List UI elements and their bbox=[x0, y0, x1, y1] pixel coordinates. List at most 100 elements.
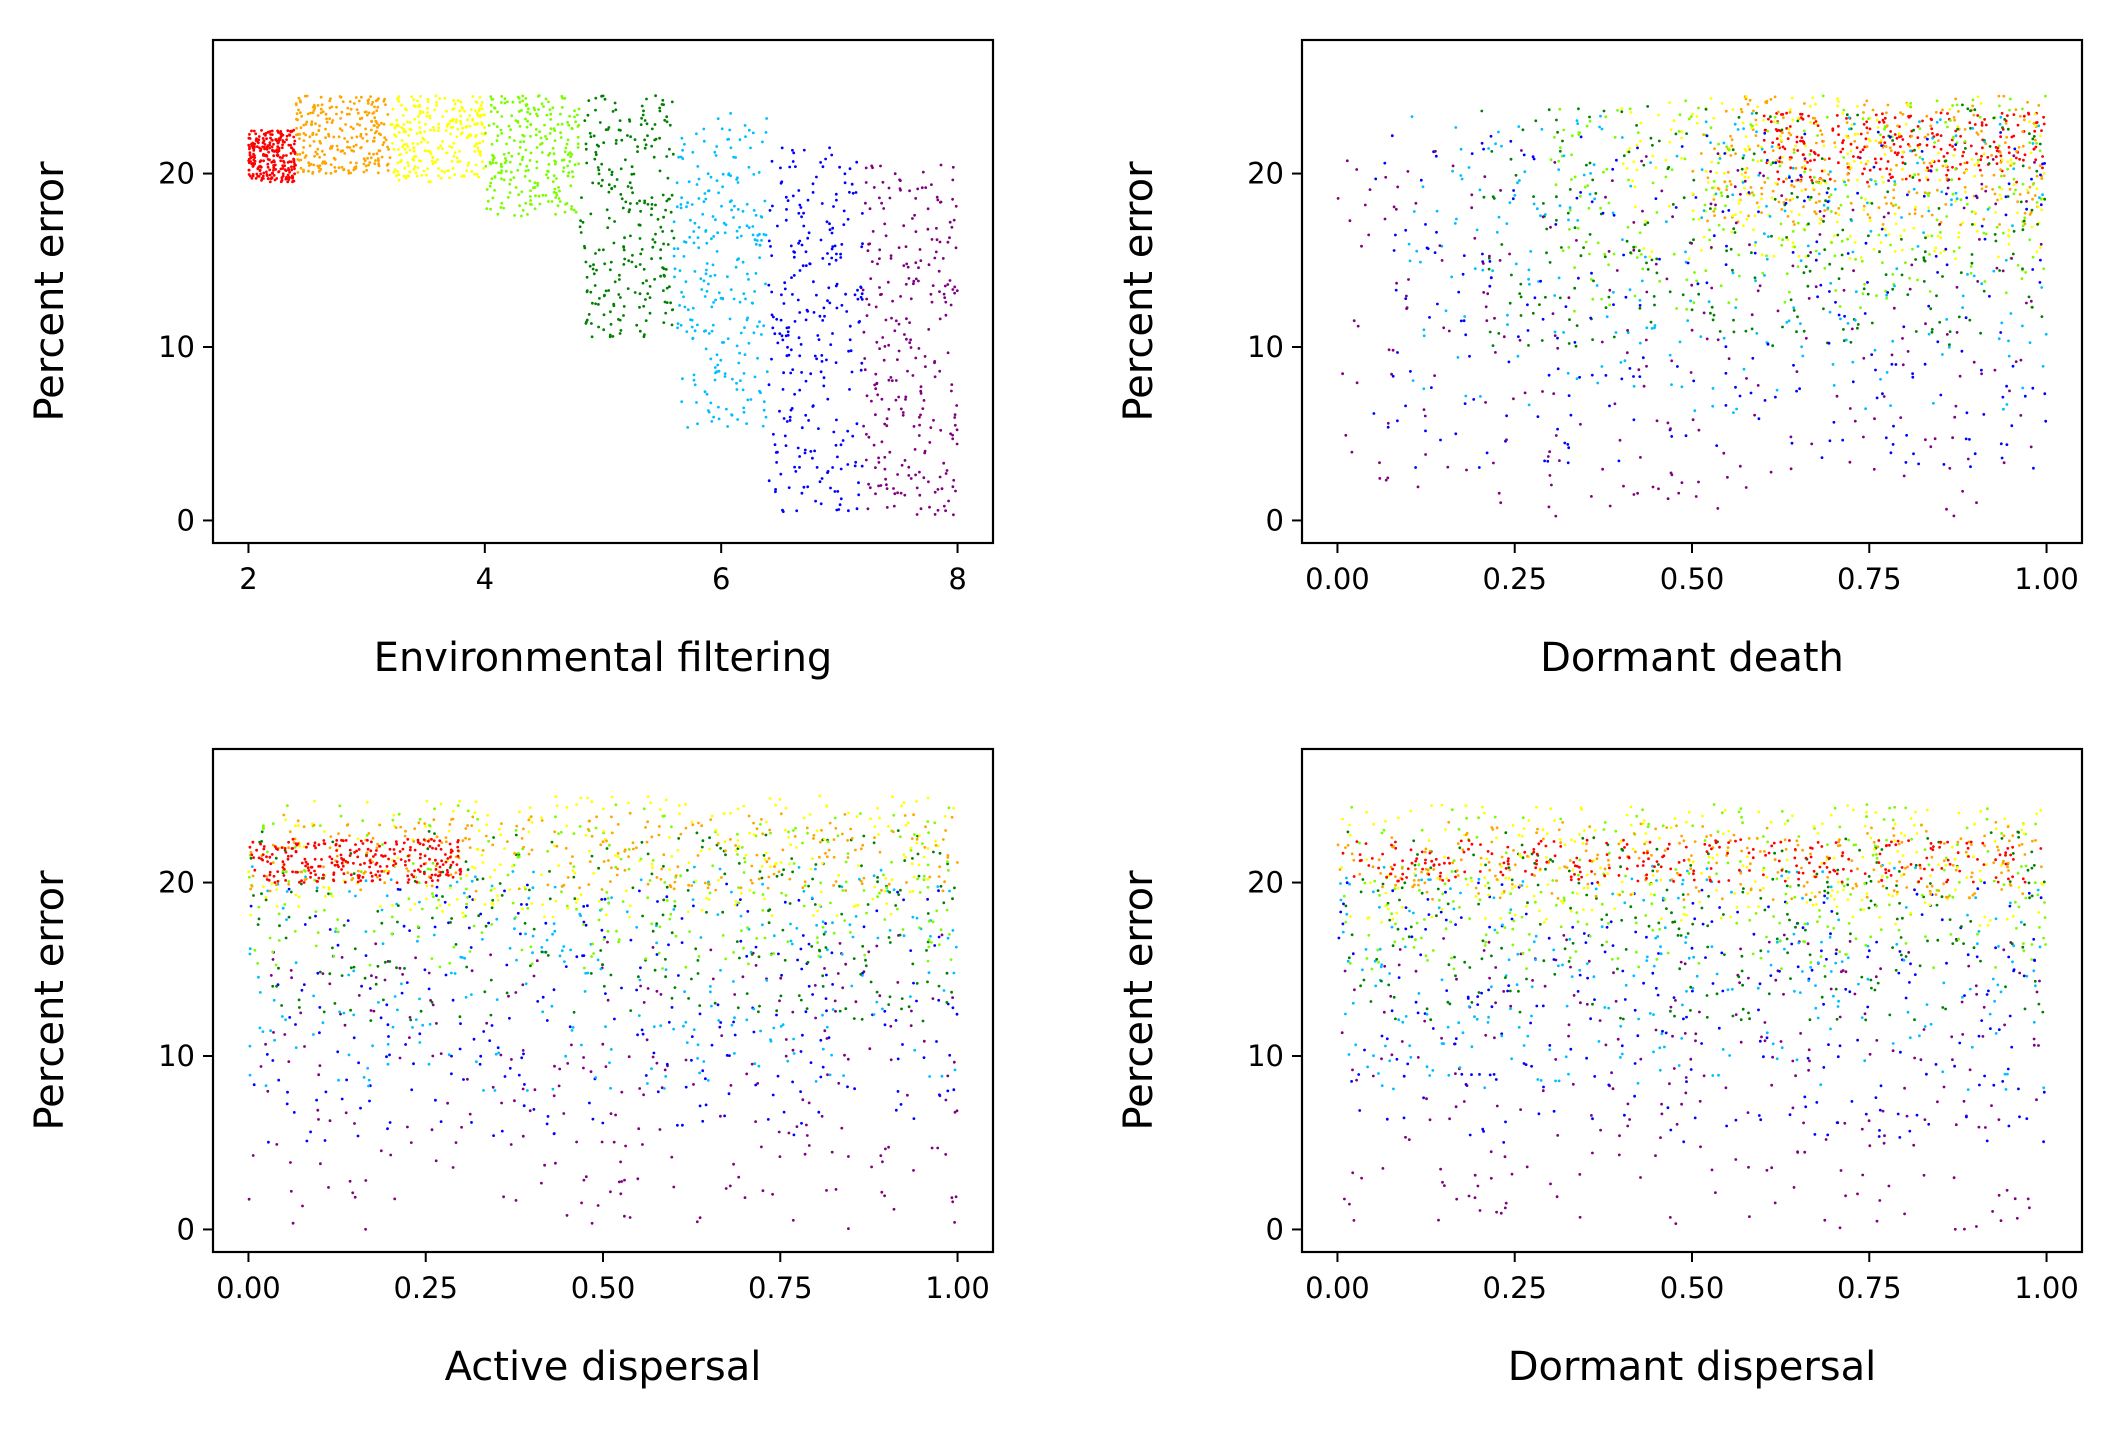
data-point bbox=[811, 191, 815, 194]
data-point bbox=[946, 936, 950, 940]
data-point bbox=[1934, 110, 1938, 114]
data-point bbox=[927, 328, 931, 331]
data-point bbox=[1995, 225, 1999, 229]
data-point bbox=[1641, 267, 1645, 271]
data-point bbox=[1569, 209, 1572, 212]
data-point bbox=[451, 998, 455, 1002]
data-point bbox=[413, 165, 417, 169]
data-point bbox=[526, 883, 529, 887]
data-point bbox=[609, 1048, 613, 1051]
data-point bbox=[1481, 262, 1485, 265]
data-point bbox=[1704, 120, 1708, 124]
data-point bbox=[878, 286, 881, 289]
data-point bbox=[292, 128, 296, 132]
data-point bbox=[491, 1085, 495, 1089]
data-point bbox=[1644, 255, 1647, 259]
data-point bbox=[1487, 147, 1490, 150]
data-point bbox=[1999, 160, 2003, 164]
data-point bbox=[607, 289, 611, 292]
data-point bbox=[1900, 155, 1904, 159]
data-point bbox=[2012, 154, 2016, 158]
data-point bbox=[1983, 118, 1986, 121]
data-point bbox=[803, 1152, 807, 1156]
data-point bbox=[535, 146, 539, 149]
data-point bbox=[802, 485, 806, 489]
x-tick-label: 1.00 bbox=[2014, 562, 2079, 596]
data-point bbox=[1936, 340, 1940, 344]
data-point bbox=[364, 879, 368, 883]
data-point bbox=[559, 112, 562, 116]
data-point bbox=[573, 109, 576, 113]
data-point bbox=[831, 226, 835, 230]
data-point bbox=[1500, 243, 1504, 246]
data-point bbox=[1808, 121, 1812, 124]
data-point bbox=[2007, 354, 2011, 358]
data-point bbox=[629, 135, 632, 139]
data-point bbox=[1916, 161, 1919, 165]
data-point bbox=[1709, 170, 1712, 173]
data-point bbox=[613, 280, 617, 284]
data-point bbox=[922, 1039, 926, 1043]
data-point bbox=[955, 442, 959, 446]
data-point bbox=[1612, 252, 1616, 256]
data-point bbox=[386, 113, 390, 116]
data-point bbox=[734, 156, 737, 159]
series-points bbox=[861, 163, 959, 517]
data-point bbox=[633, 138, 637, 142]
data-point bbox=[864, 201, 867, 205]
data-point bbox=[805, 1123, 808, 1127]
data-point bbox=[1993, 233, 1997, 236]
data-point bbox=[403, 147, 407, 151]
data-point bbox=[526, 110, 529, 114]
data-point bbox=[1562, 128, 1566, 132]
data-point bbox=[871, 230, 875, 233]
data-point bbox=[860, 292, 864, 296]
data-point bbox=[672, 1185, 676, 1189]
data-point bbox=[950, 225, 954, 229]
data-point bbox=[1965, 161, 1969, 165]
data-point bbox=[564, 965, 568, 968]
data-point bbox=[798, 203, 802, 207]
data-point bbox=[1866, 159, 1870, 163]
data-point bbox=[1865, 126, 1869, 130]
data-point bbox=[905, 317, 908, 321]
data-point bbox=[1997, 337, 2001, 341]
data-point bbox=[1757, 210, 1760, 214]
data-point bbox=[328, 117, 331, 120]
data-point bbox=[633, 291, 637, 294]
data-point bbox=[1923, 191, 1927, 195]
data-point bbox=[697, 226, 701, 229]
data-point bbox=[822, 384, 826, 388]
data-point bbox=[272, 169, 275, 172]
data-point bbox=[1841, 112, 1845, 115]
data-point bbox=[744, 297, 747, 301]
data-point bbox=[516, 168, 520, 172]
data-point bbox=[1790, 192, 1794, 195]
data-point bbox=[452, 141, 456, 145]
data-point bbox=[1846, 322, 1850, 325]
data-point bbox=[741, 209, 745, 213]
data-point bbox=[2018, 193, 2022, 196]
data-point bbox=[664, 311, 668, 315]
data-point bbox=[558, 1067, 562, 1071]
data-point bbox=[1792, 306, 1796, 310]
data-point bbox=[951, 1006, 955, 1010]
data-point bbox=[2023, 216, 2027, 220]
data-point bbox=[1965, 202, 1969, 206]
data-point bbox=[1836, 233, 1840, 237]
data-point bbox=[1463, 315, 1467, 318]
data-point bbox=[1763, 128, 1767, 132]
data-point bbox=[1892, 196, 1896, 200]
data-point bbox=[584, 260, 588, 264]
data-point bbox=[1416, 485, 1420, 489]
data-point bbox=[509, 1143, 513, 1146]
data-point bbox=[435, 1022, 438, 1025]
data-point bbox=[782, 302, 786, 305]
data-point bbox=[1795, 389, 1798, 393]
data-point bbox=[1638, 375, 1642, 378]
data-point bbox=[302, 146, 305, 149]
data-point bbox=[619, 167, 623, 171]
data-point bbox=[537, 194, 541, 198]
series-points bbox=[1372, 130, 2048, 470]
data-point bbox=[1548, 474, 1552, 477]
